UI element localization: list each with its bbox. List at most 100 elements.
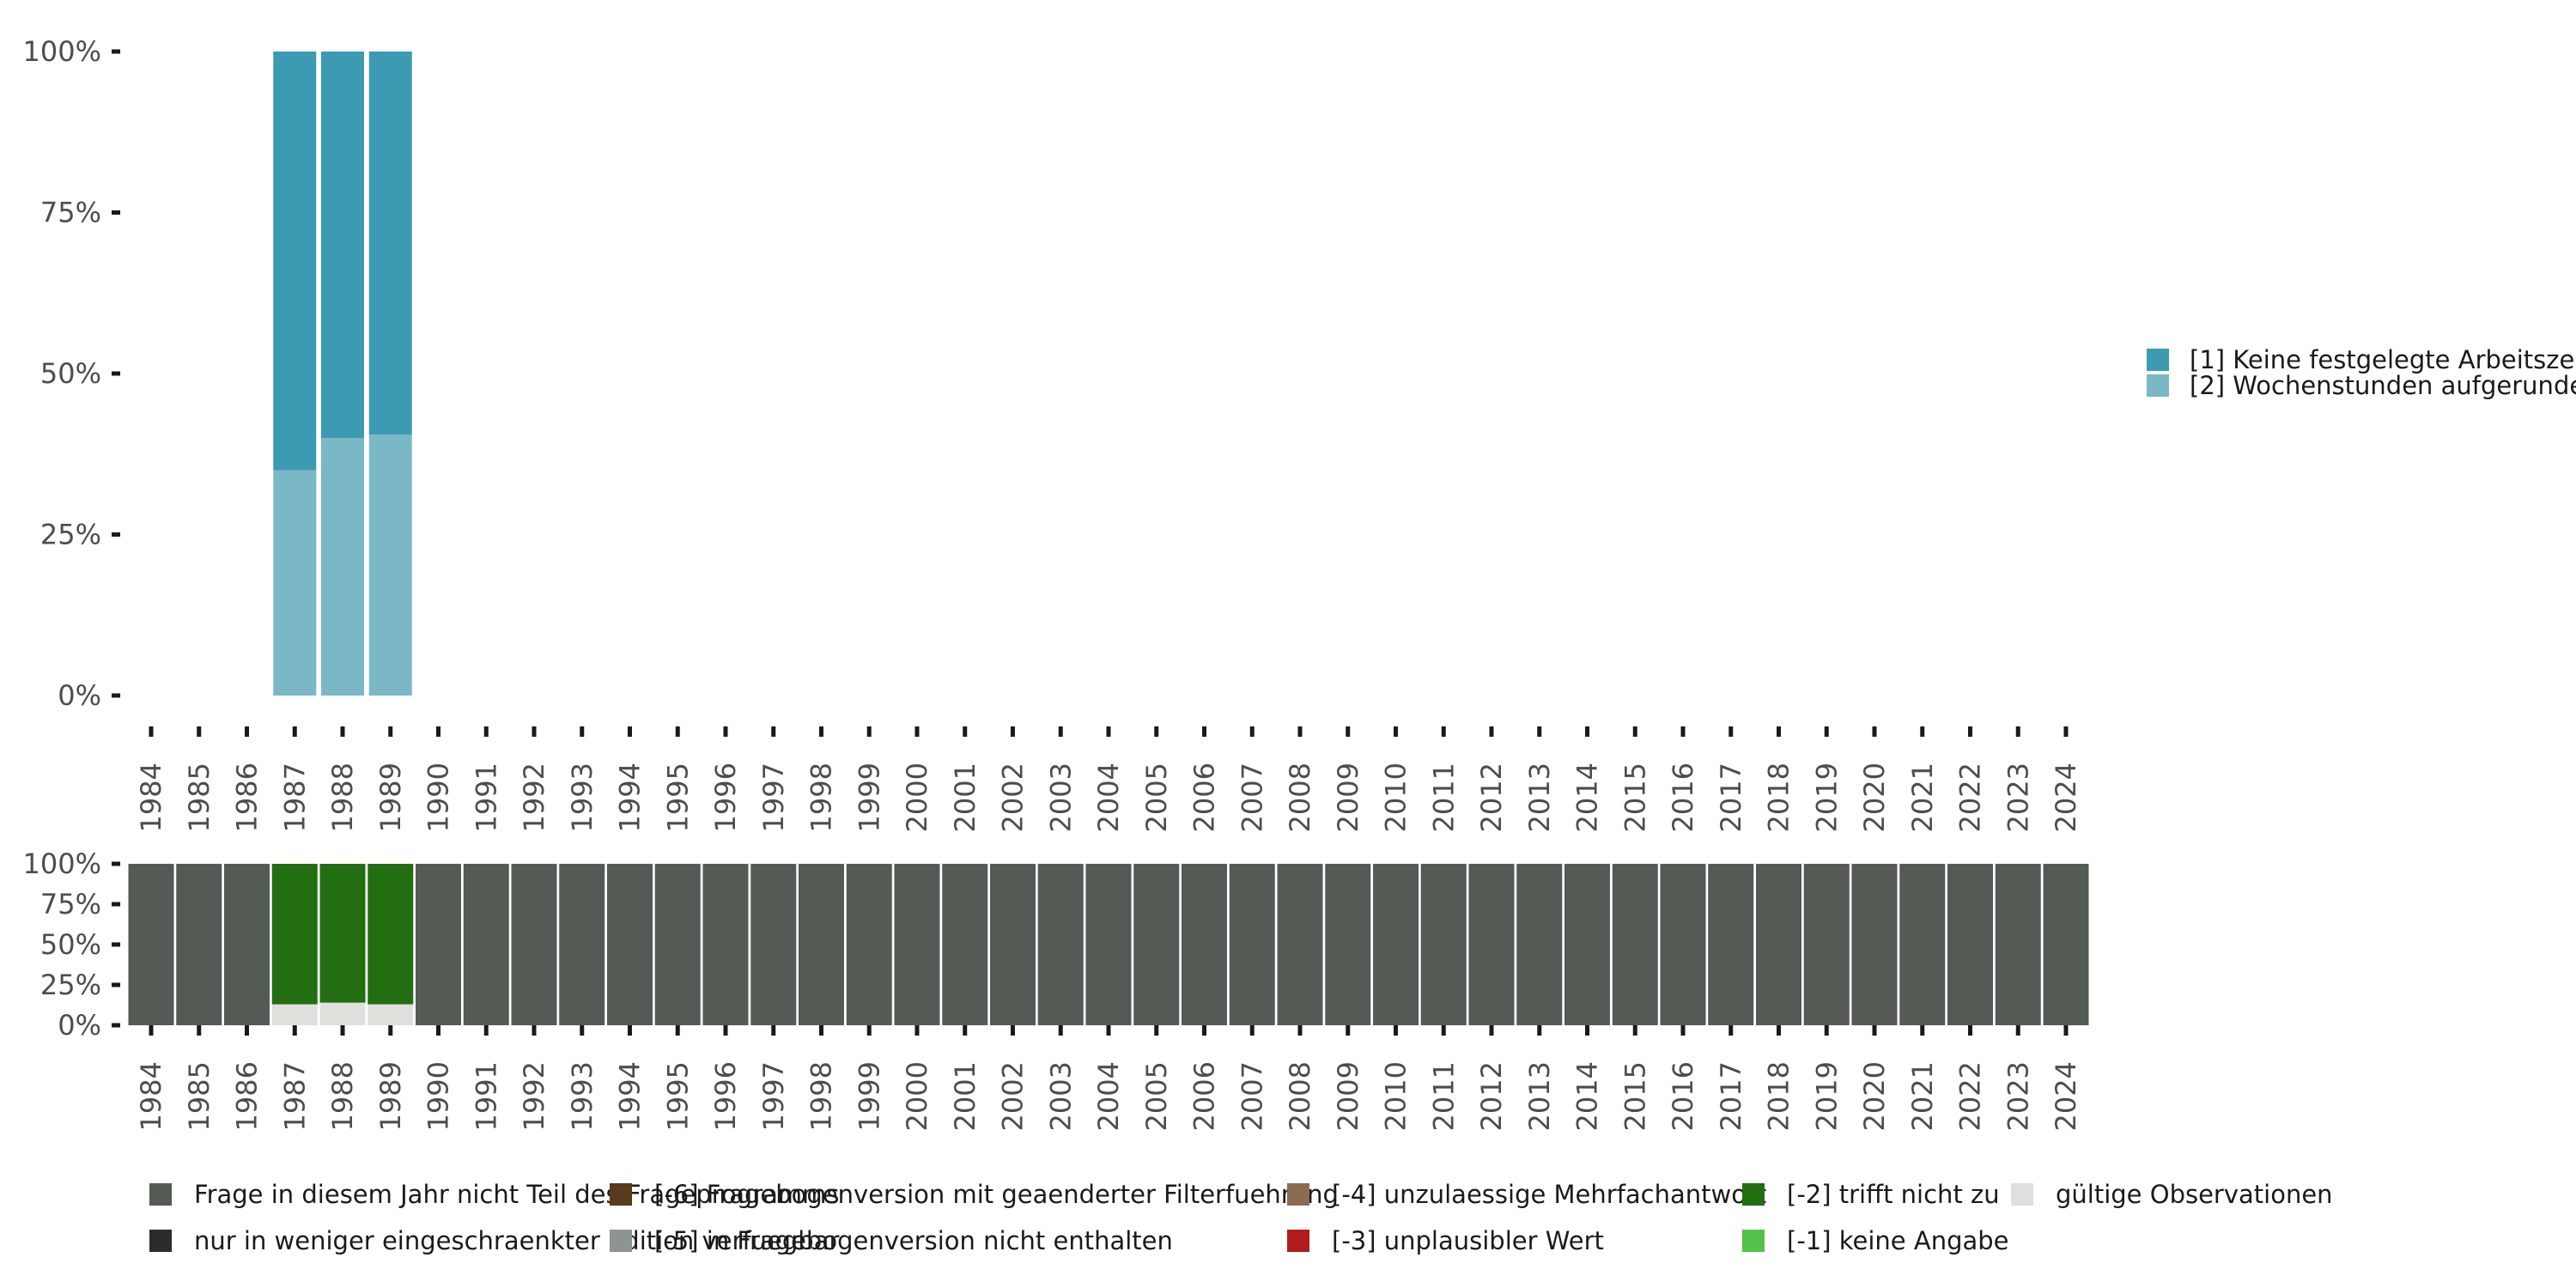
- top-x-tick-label: 2011: [1427, 762, 1460, 832]
- bottom-bar-2000-8-frage-in-diesem-jahr-nicht-teil-des-frageprogramms: [894, 864, 940, 1025]
- top-x-tick-label: 1993: [566, 762, 598, 832]
- bottom-y-tick-label: 75%: [40, 888, 101, 920]
- top-bar-1989-2-wochenstunden-aufgerundet: [368, 434, 412, 696]
- top-x-tick-label: 2004: [1092, 762, 1125, 832]
- bottom-x-tick-label: 2008: [1284, 1061, 1316, 1131]
- bottom-bar-2006-8-frage-in-diesem-jahr-nicht-teil-des-frageprogramms: [1182, 864, 1227, 1025]
- top-x-tick-label: 2013: [1523, 762, 1556, 832]
- bottom-x-tick-label: 1997: [757, 1061, 790, 1131]
- top-legend-key-2-wochenstunden-aufgerundet: [2147, 374, 2169, 397]
- top-x-tick-label: 2008: [1284, 762, 1316, 832]
- bottom-bar-2004-8-frage-in-diesem-jahr-nicht-teil-des-frageprogramms: [1085, 864, 1132, 1025]
- bottom-bar-2020-8-frage-in-diesem-jahr-nicht-teil-des-frageprogramms: [1851, 864, 1898, 1025]
- bottom-y-tick-label: 50%: [40, 928, 101, 961]
- top-x-tick-label: 2014: [1571, 762, 1604, 832]
- bottom-bar-1997-8-frage-in-diesem-jahr-nicht-teil-des-frageprogramms: [750, 864, 797, 1025]
- bottom-x-tick-label: 2006: [1188, 1061, 1221, 1131]
- bottom-bar-1996-8-frage-in-diesem-jahr-nicht-teil-des-frageprogramms: [702, 864, 749, 1025]
- top-bar-1987-1-keine-festgelegte-arbeitszeit: [273, 52, 317, 471]
- bottom-x-tick-label: 2016: [1667, 1061, 1699, 1131]
- bottom-bar-2021-8-frage-in-diesem-jahr-nicht-teil-des-frageprogramms: [1899, 864, 1946, 1025]
- bottom-legend-key-2-trifft-nicht-zu: [1742, 1183, 1765, 1206]
- top-x-tick-label: 1992: [518, 762, 550, 832]
- bottom-y-tick-label: 0%: [58, 1009, 101, 1042]
- bottom-legend-label: [-4] unzulaessige Mehrfachantwort: [1332, 1180, 1766, 1209]
- top-x-tick-label: 1986: [231, 762, 264, 832]
- bottom-x-tick-label: 1996: [709, 1061, 742, 1131]
- bottom-bar-2009-8-frage-in-diesem-jahr-nicht-teil-des-frageprogramms: [1325, 864, 1371, 1025]
- top-y-tick-label: 50%: [40, 357, 101, 390]
- top-y-tick-label: 0%: [58, 679, 101, 712]
- bottom-x-tick-label: 2007: [1236, 1061, 1268, 1131]
- bottom-x-tick-label: 1993: [566, 1061, 598, 1131]
- bottom-x-tick-label: 2020: [1858, 1061, 1891, 1131]
- bottom-bar-2005-8-frage-in-diesem-jahr-nicht-teil-des-frageprogramms: [1133, 864, 1180, 1025]
- bottom-x-tick-label: 2005: [1140, 1061, 1173, 1131]
- bottom-x-tick-label: 2011: [1427, 1061, 1460, 1131]
- bottom-legend-key-4-unzulaessige-mehrfachantwort: [1287, 1183, 1309, 1206]
- top-chart-legend: [1] Keine festgelegte Arbeitszeit[2] Woc…: [2147, 345, 2576, 400]
- top-legend-key-1-keine-festgelegte-arbeitszeit: [2147, 349, 2169, 371]
- bottom-legend-key-g-ltige-observationen: [2011, 1183, 2033, 1206]
- bottom-x-tick-label: 1986: [231, 1061, 264, 1131]
- bottom-x-tick-label: 2014: [1571, 1061, 1604, 1131]
- bottom-bar-2001-8-frage-in-diesem-jahr-nicht-teil-des-frageprogramms: [942, 864, 988, 1025]
- bottom-bar-2016-8-frage-in-diesem-jahr-nicht-teil-des-frageprogramms: [1660, 864, 1706, 1025]
- top-x-tick-label: 2001: [949, 762, 981, 832]
- top-x-tick-label: 1989: [374, 762, 407, 832]
- bottom-x-tick-label: 2024: [2050, 1061, 2082, 1131]
- bottom-x-tick-label: 2022: [1954, 1061, 1987, 1131]
- bottom-bar-1995-8-frage-in-diesem-jahr-nicht-teil-des-frageprogramms: [654, 864, 701, 1025]
- bottom-x-tick-label: 1989: [374, 1061, 407, 1131]
- bottom-bar-1989-g-ltige-observationen: [368, 1004, 414, 1025]
- bottom-legend-key-5-in-fragebogenversion-nicht-enthalten: [610, 1230, 632, 1252]
- top-x-tick-label: 2002: [997, 762, 1030, 832]
- top-x-tick-label: 1998: [805, 762, 838, 832]
- bottom-bar-2022-8-frage-in-diesem-jahr-nicht-teil-des-frageprogramms: [1947, 864, 1993, 1025]
- bottom-legend-label: [-2] trifft nicht zu: [1787, 1180, 2000, 1209]
- bottom-x-tick-label: 1988: [326, 1061, 359, 1131]
- top-x-tick-label: 1987: [278, 762, 311, 832]
- bottom-x-tick-label: 1991: [470, 1061, 502, 1131]
- bottom-bar-1990-8-frage-in-diesem-jahr-nicht-teil-des-frageprogramms: [416, 864, 461, 1025]
- top-x-tick-label: 2005: [1140, 762, 1173, 832]
- bottom-bar-2024-8-frage-in-diesem-jahr-nicht-teil-des-frageprogramms: [2043, 864, 2089, 1025]
- bottom-legend-label: nur in weniger eingeschraenkter Edition …: [194, 1226, 839, 1255]
- top-x-tick-label: 1990: [422, 762, 455, 832]
- bottom-x-tick-label: 2019: [1810, 1061, 1843, 1131]
- bottom-x-tick-label: 2000: [901, 1061, 933, 1131]
- bottom-legend-label: [-6] Fragebogenversion mit geaenderter F…: [654, 1180, 1339, 1209]
- bottom-bar-2003-8-frage-in-diesem-jahr-nicht-teil-des-frageprogramms: [1037, 864, 1084, 1025]
- bottom-legend-key-6-fragebogenversion-mit-geaenderter-filterfuehrung: [610, 1183, 632, 1206]
- bottom-legend-label: gültige Observationen: [2056, 1180, 2333, 1209]
- bottom-bar-2002-8-frage-in-diesem-jahr-nicht-teil-des-frageprogramms: [990, 864, 1036, 1025]
- bottom-x-tick-label: 1984: [135, 1061, 167, 1131]
- bottom-bar-2007-8-frage-in-diesem-jahr-nicht-teil-des-frageprogramms: [1229, 864, 1275, 1025]
- top-x-tick-label: 1985: [183, 762, 216, 832]
- top-x-tick-label: 2015: [1619, 762, 1651, 832]
- bottom-bar-2017-8-frage-in-diesem-jahr-nicht-teil-des-frageprogramms: [1708, 864, 1754, 1025]
- bottom-legend-label: [-5] in Fragebogenversion nicht enthalte…: [654, 1226, 1173, 1255]
- bottom-bar-1984-8-frage-in-diesem-jahr-nicht-teil-des-frageprogramms: [128, 864, 174, 1025]
- top-x-tick-label: 2009: [1332, 762, 1364, 832]
- bottom-bar-2019-8-frage-in-diesem-jahr-nicht-teil-des-frageprogramms: [1803, 864, 1850, 1025]
- bottom-x-tick-label: 2012: [1475, 1061, 1508, 1131]
- top-x-tick-label: 2000: [901, 762, 933, 832]
- top-x-tick-label: 1996: [709, 762, 742, 832]
- top-x-tick-label: 1997: [757, 762, 790, 832]
- top-x-tick-label: 2024: [2050, 762, 2082, 832]
- top-legend-label: [2] Wochenstunden aufgerundet: [2190, 371, 2576, 400]
- bottom-x-tick-label: 2003: [1044, 1061, 1077, 1131]
- bottom-x-tick-label: 2004: [1092, 1061, 1125, 1131]
- bottom-x-tick-label: 1994: [614, 1061, 647, 1131]
- bottom-legend-label: Frage in diesem Jahr nicht Teil des Frag…: [194, 1180, 840, 1209]
- bottom-bar-1988-2-trifft-nicht-zu: [319, 864, 366, 1003]
- bottom-x-tick-label: 2021: [1906, 1061, 1939, 1131]
- bottom-legend-key-3-unplausibler-wert: [1287, 1230, 1309, 1252]
- top-x-tick-label: 2016: [1667, 762, 1699, 832]
- bottom-bar-2018-8-frage-in-diesem-jahr-nicht-teil-des-frageprogramms: [1756, 864, 1801, 1025]
- top-x-tick-label: 1995: [661, 762, 694, 832]
- bottom-bar-1991-8-frage-in-diesem-jahr-nicht-teil-des-frageprogramms: [463, 864, 509, 1025]
- top-bar-1988-1-keine-festgelegte-arbeitszeit: [321, 52, 364, 438]
- bottom-x-tick-label: 1985: [183, 1061, 216, 1131]
